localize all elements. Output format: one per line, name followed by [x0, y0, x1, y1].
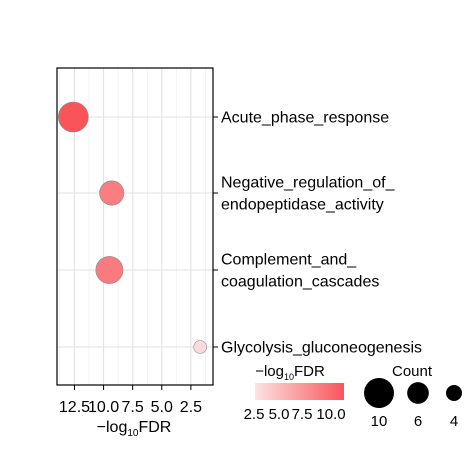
y-tick-label: Negative_regulation_of_ — [221, 175, 396, 192]
y-tick-label: Complement_and_ — [221, 252, 357, 269]
data-points — [57, 101, 207, 354]
size-legend-title: Count — [392, 363, 433, 380]
y-axis: Acute_phase_response Negative_regulation_… — [213, 110, 422, 357]
color-legend-label: 5.0 — [269, 406, 290, 423]
x-tick-label: 12.5 — [59, 399, 90, 416]
y-tick-label: endopeptidase_activity — [221, 197, 384, 214]
point-3 — [95, 256, 124, 284]
x-axis-title: −log10FDR — [97, 419, 172, 439]
point-1 — [57, 101, 89, 133]
y-tick-label: Acute_phase_response — [221, 110, 389, 127]
size-legend-dot — [446, 385, 462, 401]
size-legend-label: 4 — [450, 413, 458, 430]
color-legend-label: 10.0 — [316, 406, 345, 423]
color-legend-title: −log10FDR — [255, 363, 325, 382]
y-tick-label: coagulation_cascades — [221, 274, 379, 291]
color-legend-label: 2.5 — [244, 406, 265, 423]
point-4 — [193, 340, 207, 354]
x-tick-label: 2.5 — [180, 399, 202, 416]
y-tick-label: Glycolysis_gluconeogenesis — [221, 340, 422, 357]
color-legend-label: 7.5 — [292, 406, 313, 423]
size-legend: Count 10 6 4 — [364, 363, 462, 430]
x-tick-label: 5.0 — [151, 399, 173, 416]
size-legend-label: 6 — [414, 413, 422, 430]
plot-border — [56, 67, 214, 386]
color-legend: −log10FDR 2.5 5.0 7.5 10.0 — [244, 363, 346, 423]
size-legend-dot — [364, 378, 394, 408]
grid-lines — [57, 68, 213, 385]
size-legend-dot — [407, 382, 429, 404]
point-2 — [99, 180, 125, 206]
size-legend-label: 10 — [371, 413, 388, 430]
x-tick-label: 10.0 — [88, 399, 119, 416]
x-axis: 12.510.0 7.5 5.0 2.5 — [59, 385, 202, 416]
color-legend-bar — [255, 383, 344, 400]
x-tick-label: 7.5 — [122, 399, 144, 416]
